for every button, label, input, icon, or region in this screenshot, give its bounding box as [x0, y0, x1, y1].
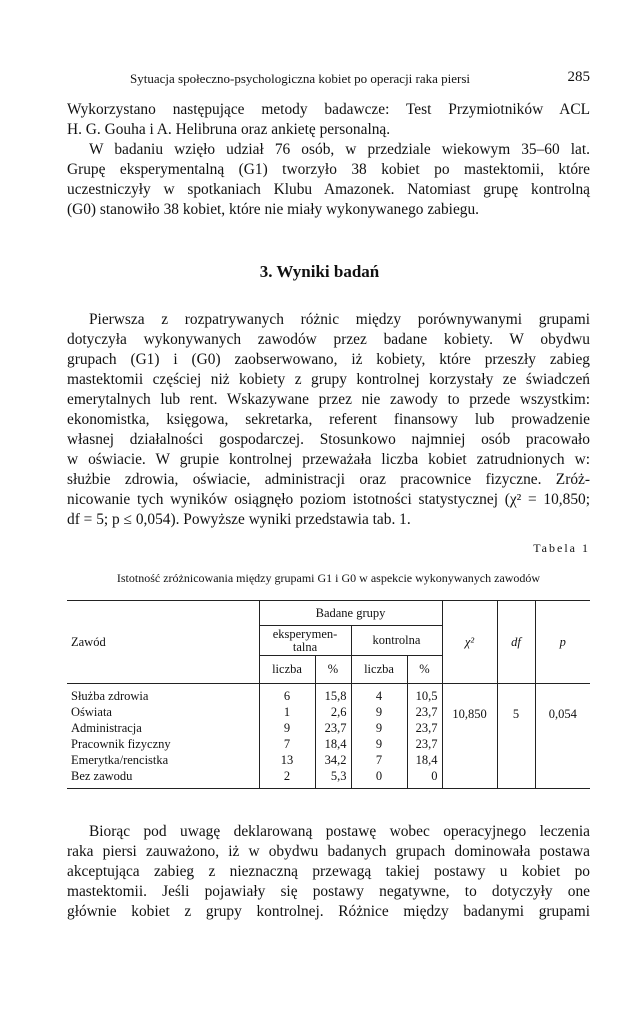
table-row: Administracja 9 23,7 9 23,7 [67, 720, 590, 736]
text-line: (G0) stanowiło 38 kobiet, które nie miał… [67, 201, 480, 218]
df-value: 5 [496, 683, 536, 789]
col-header-chi2: χ² [441, 600, 498, 684]
ctrl-percent-cell: 23,7 [406, 704, 443, 720]
text-line: akceptująca zabieg z nieznaczną przewagą… [67, 863, 590, 880]
text-line: mastektomii częściej niż kobiety z grupy… [67, 371, 590, 388]
exp-percent-cell: 2,6 [314, 704, 352, 720]
text-line: dotyczyła wykonywanych zawodów przez bad… [67, 331, 590, 348]
ctrl-count-cell: 0 [350, 768, 408, 789]
text-line: Grupę eksperymentalną (G1) tworzyło 38 k… [67, 161, 590, 178]
occupation-cell: Emerytka/rencistka [67, 752, 260, 768]
page-number: 285 [567, 69, 591, 85]
ctrl-percent-cell: 23,7 [406, 736, 443, 752]
chi2-value: 10,850 [441, 683, 498, 789]
text-line: emerytalnych lub rent. Wskazywane przez … [67, 391, 590, 408]
table-row: Oświata 1 2,6 9 23,7 [67, 704, 590, 720]
col-header-groups: Badane grupy [258, 600, 443, 626]
col-header-percent: % [406, 655, 443, 684]
running-title: Sytuacja społeczno-psychologiczna kobiet… [130, 71, 471, 86]
exp-percent-cell: 5,3 [314, 768, 352, 789]
exp-percent-cell: 23,7 [314, 720, 352, 736]
ctrl-count-cell: 4 [350, 683, 408, 704]
text-line: głównie kobiet z grupy kontrolnej. Różni… [67, 903, 590, 920]
col-header-count: liczba [258, 655, 316, 684]
text-line: Wykorzystano następujące metody badawcze… [67, 101, 590, 118]
table-label: Tabela 1 [533, 541, 590, 555]
ctrl-count-cell: 9 [350, 720, 408, 736]
col-header-df: df [496, 600, 536, 684]
occupation-cell: Pracownik fizyczny [67, 736, 260, 752]
text-line: służbie zdrowia, oświacie, administracji… [67, 471, 590, 488]
ctrl-percent-cell: 23,7 [406, 720, 443, 736]
col-header-control: kontrolna [350, 625, 443, 656]
text-line: uczestniczyły w spotkaniach Klubu Amazon… [67, 181, 590, 198]
exp-count-cell: 2 [258, 768, 316, 789]
ctrl-count-cell: 9 [350, 736, 408, 752]
table-row: Służba zdrowia 6 15,8 4 10,5 10,850 5 0,054 [67, 683, 590, 789]
col-header-percent: % [314, 655, 352, 684]
table-row: Bez zawodu 2 5,3 0 0 [67, 768, 590, 789]
p-value: 0,054 [534, 683, 590, 789]
ctrl-count-cell: 9 [350, 704, 408, 720]
exp-count-cell: 6 [258, 683, 316, 704]
exp-count-cell: 1 [258, 704, 316, 720]
ctrl-percent-cell: 18,4 [406, 752, 443, 768]
exp-count-cell: 7 [258, 736, 316, 752]
text-line: W badaniu wzięło udział 76 osób, w przed… [89, 141, 590, 158]
text-line: Biorąc pod uwagę deklarowaną postawę wob… [89, 823, 590, 840]
exp-percent-cell: 18,4 [314, 736, 352, 752]
exp-percent-cell: 34,2 [314, 752, 352, 768]
text-line: raka piersi zauważono, iż w obydwu badan… [67, 843, 590, 860]
closing-paragraph: Biorąc pod uwagę deklarowaną postawę wob… [67, 822, 590, 922]
table-row: Pracownik fizyczny 7 18,4 9 23,7 [67, 736, 590, 752]
text-line: grupach (G1) i (G0) zaobserwowano, iż ko… [67, 351, 590, 368]
ctrl-count-cell: 7 [350, 752, 408, 768]
text-line: mastektomii. Jeśli pojawiały się postawy… [67, 883, 590, 900]
results-paragraph: Pierwsza z rozpatrywanych różnic między … [67, 310, 590, 530]
exp-count-cell: 13 [258, 752, 316, 768]
occupation-cell: Administracja [67, 720, 260, 736]
occupation-table: Zawód Badane grupy χ² df p eksperymen-ta… [67, 600, 590, 789]
occupation-cell: Bez zawodu [67, 768, 260, 789]
text-line: H. G. Gouha i A. Helibruna oraz ankietę … [67, 121, 391, 138]
exp-count-cell: 9 [258, 720, 316, 736]
text-line: nicowanie tych wyników osiągnęło poziom … [67, 491, 590, 508]
text-line: w oświacie. W grupie kontrolnej przeważa… [67, 451, 590, 468]
exp-percent-cell: 15,8 [314, 683, 352, 704]
ctrl-percent-cell: 10,5 [406, 683, 443, 704]
occupation-cell: Służba zdrowia [67, 683, 260, 704]
text-line: własnej działalności gospodarczej. Stosu… [67, 431, 590, 448]
col-header-occupation: Zawód [67, 600, 260, 684]
ctrl-percent-cell: 0 [406, 768, 443, 789]
table-caption: Istotność zróżnicowania między grupami G… [116, 571, 541, 585]
text-line: ekonomistka, księgowa, sekretarka, refer… [67, 411, 590, 428]
col-header-count: liczba [350, 655, 408, 684]
col-header-p: p [534, 600, 590, 684]
methods-paragraph: Wykorzystano następujące metody badawcze… [67, 100, 590, 220]
text-line: df = 5; p ≤ 0,054). Powyższe wyniki prze… [67, 511, 411, 528]
section-heading: 3. Wyniki badań [259, 262, 380, 281]
text-line: Pierwsza z rozpatrywanych różnic między … [89, 311, 590, 328]
occupation-cell: Oświata [67, 704, 260, 720]
table-row: Emerytka/rencistka 13 34,2 7 18,4 [67, 752, 590, 768]
col-header-experimental: eksperymen-talna [258, 625, 352, 656]
